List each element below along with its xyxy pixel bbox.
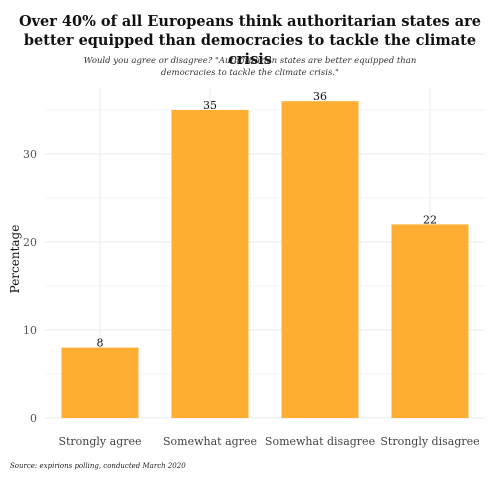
chart-title: Over 40% of all Europeans think authorit… xyxy=(18,13,482,68)
data-label: 36 xyxy=(313,90,327,103)
bar xyxy=(391,224,469,418)
bar xyxy=(281,101,359,418)
data-label: 22 xyxy=(423,213,437,226)
y-tick-label: 20 xyxy=(23,236,37,249)
data-label: 35 xyxy=(203,99,217,112)
bar xyxy=(171,110,249,418)
source-caption: Source: expirions polling, conducted Mar… xyxy=(10,462,186,470)
data-labels: 8 35 36 22 xyxy=(97,90,438,349)
y-axis-title: Percentage xyxy=(8,225,22,294)
y-tick-labels: 0 10 20 30 xyxy=(23,148,37,425)
x-category-label: Strongly agree xyxy=(58,435,141,448)
chart-subtitle: Would you agree or disagree? "Authoritar… xyxy=(83,56,417,78)
y-tick-label: 0 xyxy=(30,412,37,425)
data-label: 8 xyxy=(97,337,104,350)
y-tick-label: 10 xyxy=(23,324,37,337)
y-tick-label: 30 xyxy=(23,148,37,161)
x-category-labels: Strongly agree Somewhat agree Somewhat dis… xyxy=(58,435,479,448)
x-category-label: Somewhat agree xyxy=(163,435,257,448)
bars xyxy=(61,101,469,418)
x-category-label: Somewhat disagree xyxy=(265,435,375,448)
bar xyxy=(61,347,139,418)
x-category-label: Strongly disagree xyxy=(380,435,479,448)
